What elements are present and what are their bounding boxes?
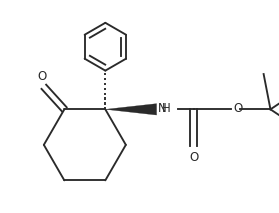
Text: O: O <box>189 151 198 164</box>
Polygon shape <box>105 104 157 115</box>
Text: O: O <box>37 70 46 83</box>
Text: O: O <box>233 102 242 115</box>
Text: H: H <box>162 102 170 115</box>
Text: N: N <box>158 102 167 115</box>
